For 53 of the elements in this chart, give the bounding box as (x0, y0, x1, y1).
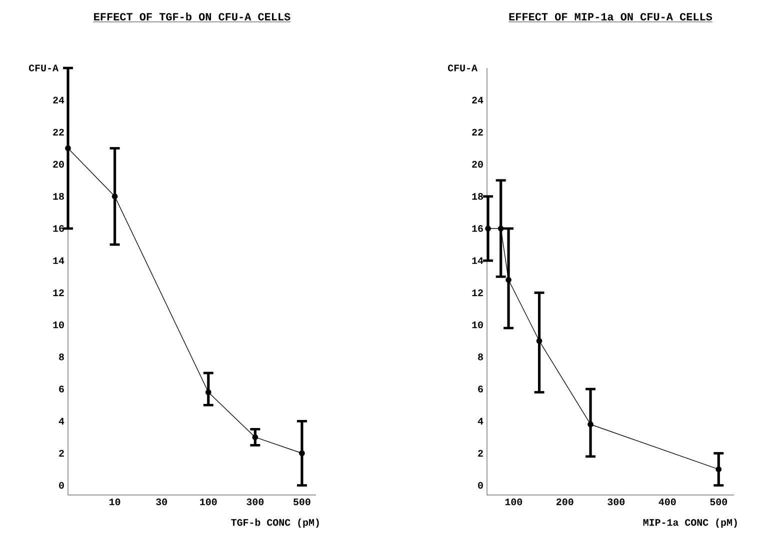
y-tick-label: 24 (53, 96, 64, 104)
y-tick-label: 2 (478, 450, 483, 457)
y-tick-label: 6 (478, 386, 483, 392)
x-axis-title: MIP-1a CONC (pM) (643, 518, 737, 528)
y-tick-label: 18 (53, 193, 64, 200)
point (588, 421, 594, 428)
x-tick-label: 100 (505, 498, 522, 506)
point (252, 434, 258, 440)
y-axis-title: CFU-A (448, 64, 478, 72)
x-tick-label: 400 (658, 498, 676, 506)
chart-title: EFFECT OF MIP-1a ON CFU-A CELLS (509, 13, 712, 21)
x-tick-label: 30 (156, 498, 167, 506)
point (506, 276, 512, 283)
y-tick-label: 8 (59, 354, 64, 360)
y-tick-label: 20 (53, 160, 64, 168)
point (536, 338, 542, 344)
x-tick-label: 10 (109, 498, 120, 506)
point (716, 466, 722, 472)
y-tick-label: 0 (478, 482, 483, 489)
y-tick-label: 16 (472, 225, 483, 232)
x-tick-label: 200 (556, 498, 574, 506)
y-tick-label: 6 (59, 386, 64, 392)
y-tick-label: 2 (59, 450, 64, 457)
x-tick-label: 500 (293, 498, 310, 506)
y-tick-label: 14 (472, 257, 484, 264)
y-tick-label: 16 (53, 225, 64, 232)
y-tick-label: 20 (472, 160, 483, 168)
point (112, 193, 118, 200)
y-axis-title: CFU-A (28, 64, 58, 72)
y-tick-label: 22 (53, 128, 64, 136)
x-tick-label: 300 (246, 498, 264, 506)
point (205, 389, 212, 396)
y-tick-label: 10 (472, 321, 483, 328)
y-tick-label: 8 (478, 354, 483, 360)
y-tick-label: 4 (58, 418, 64, 424)
x-tick-label: 300 (608, 498, 625, 506)
x-axis-title: TGF-b CONC (pM) (231, 518, 319, 528)
y-tick-label: 12 (472, 289, 483, 296)
x-tick-label: 100 (200, 498, 217, 506)
y-tick-label: 0 (59, 482, 64, 489)
y-tick-label: 4 (478, 418, 484, 424)
y-tick-label: 10 (53, 321, 64, 328)
y-tick-label: 18 (472, 193, 483, 200)
y-tick-label: 22 (472, 128, 483, 136)
y-tick-label: 24 (472, 96, 484, 104)
point (498, 226, 504, 232)
chart-title: EFFECT OF TGF-b ON CFU-A CELLS (94, 12, 290, 21)
point (485, 226, 491, 232)
x-tick-label: 500 (710, 498, 728, 506)
y-tick-label: 12 (53, 289, 64, 296)
point (65, 145, 71, 152)
y-tick-label: 14 (53, 257, 64, 264)
point (299, 450, 305, 456)
